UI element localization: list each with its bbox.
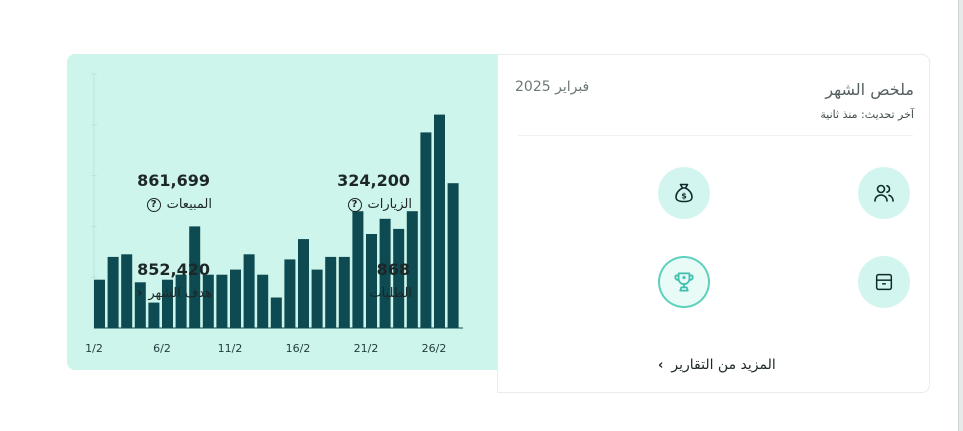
card-title: ملخص الشهر: [825, 80, 914, 99]
chart-bar[interactable]: [325, 256, 337, 328]
x-tick-label: 11/2: [218, 342, 243, 355]
chart-bar[interactable]: [270, 297, 282, 329]
daily-bar-chart: 1/2 6/2 11/2 16/2 21/2 26/2: [85, 73, 463, 355]
money-bag-icon: $: [658, 167, 710, 219]
monthly-goal-link[interactable]: هدف الشهر ‹: [137, 286, 212, 301]
chart-bar[interactable]: [338, 256, 350, 328]
chart-bar[interactable]: [162, 279, 173, 328]
visits-help-icon[interactable]: ?: [347, 197, 362, 212]
x-tick-label: 16/2: [286, 342, 311, 355]
x-tick-label: 21/2: [354, 342, 379, 355]
orders-label: الطلبات: [369, 286, 412, 301]
svg-text:$: $: [681, 192, 687, 201]
chart-bar[interactable]: [420, 132, 432, 328]
x-tick-label: 26/2: [422, 342, 447, 355]
chevron-left-icon: ‹: [137, 286, 143, 301]
chart-bar[interactable]: [94, 279, 105, 328]
chart-bar[interactable]: [148, 302, 160, 328]
chart-bar[interactable]: [406, 211, 418, 328]
last-updated-text: آخر تحديث: منذ ثانية: [820, 108, 914, 121]
chart-bar[interactable]: [216, 274, 228, 328]
orders-label-row: الطلبات: [369, 286, 412, 301]
monthly-goal-value: 852,420: [137, 260, 210, 279]
chart-bar[interactable]: [202, 274, 214, 328]
chart-bar[interactable]: [243, 254, 255, 328]
x-tick-label: 6/2: [153, 342, 171, 355]
chart-bar[interactable]: [393, 228, 405, 328]
window-scrollbar-edge: [958, 0, 963, 431]
more-reports-link[interactable]: ‹ المزيد من التقارير: [658, 357, 776, 373]
monthly-goal-label: هدف الشهر: [148, 286, 212, 301]
orders-value: 868: [376, 260, 410, 279]
chart-bar[interactable]: [366, 234, 377, 328]
users-icon: [858, 167, 910, 219]
box-icon: [858, 256, 910, 308]
visits-value: 324,200: [337, 171, 410, 190]
chart-bar[interactable]: [379, 218, 391, 328]
sales-label: المبيعات: [166, 197, 212, 212]
monthly-summary-card: ملخص الشهر آخر تحديث: منذ ثانية فبراير 2…: [137, 54, 930, 393]
chart-bar[interactable]: [284, 259, 296, 328]
visits-label-row: الزيارات ?: [347, 197, 412, 212]
chart-bar[interactable]: [107, 256, 119, 328]
chart-bar[interactable]: [175, 274, 187, 328]
chart-bar[interactable]: [352, 211, 364, 328]
more-reports-label: المزيد من التقارير: [671, 357, 776, 373]
chart-bar[interactable]: [434, 114, 445, 328]
visits-label: الزيارات: [367, 197, 412, 212]
daily-chart-panel: 1/2 6/2 11/2 16/2 21/2 26/2: [67, 54, 499, 370]
chart-bar[interactable]: [121, 254, 133, 328]
sales-help-icon[interactable]: ?: [146, 197, 161, 212]
x-tick-label: 1/2: [85, 342, 103, 355]
month-label: فبراير 2025: [515, 79, 590, 95]
chart-bar[interactable]: [230, 269, 241, 328]
chart-bar[interactable]: [447, 183, 459, 328]
sales-label-row: المبيعات ?: [146, 197, 212, 212]
sales-value: 861,699: [137, 171, 210, 190]
chart-bar[interactable]: [189, 226, 201, 328]
chart-bar[interactable]: [134, 282, 146, 328]
chevron-left-icon: ‹: [658, 357, 664, 373]
chart-bar[interactable]: [257, 274, 269, 328]
chart-bar[interactable]: [298, 239, 309, 328]
header-divider: [518, 135, 913, 136]
trophy-icon: [658, 256, 710, 308]
chart-bar[interactable]: [311, 269, 323, 328]
